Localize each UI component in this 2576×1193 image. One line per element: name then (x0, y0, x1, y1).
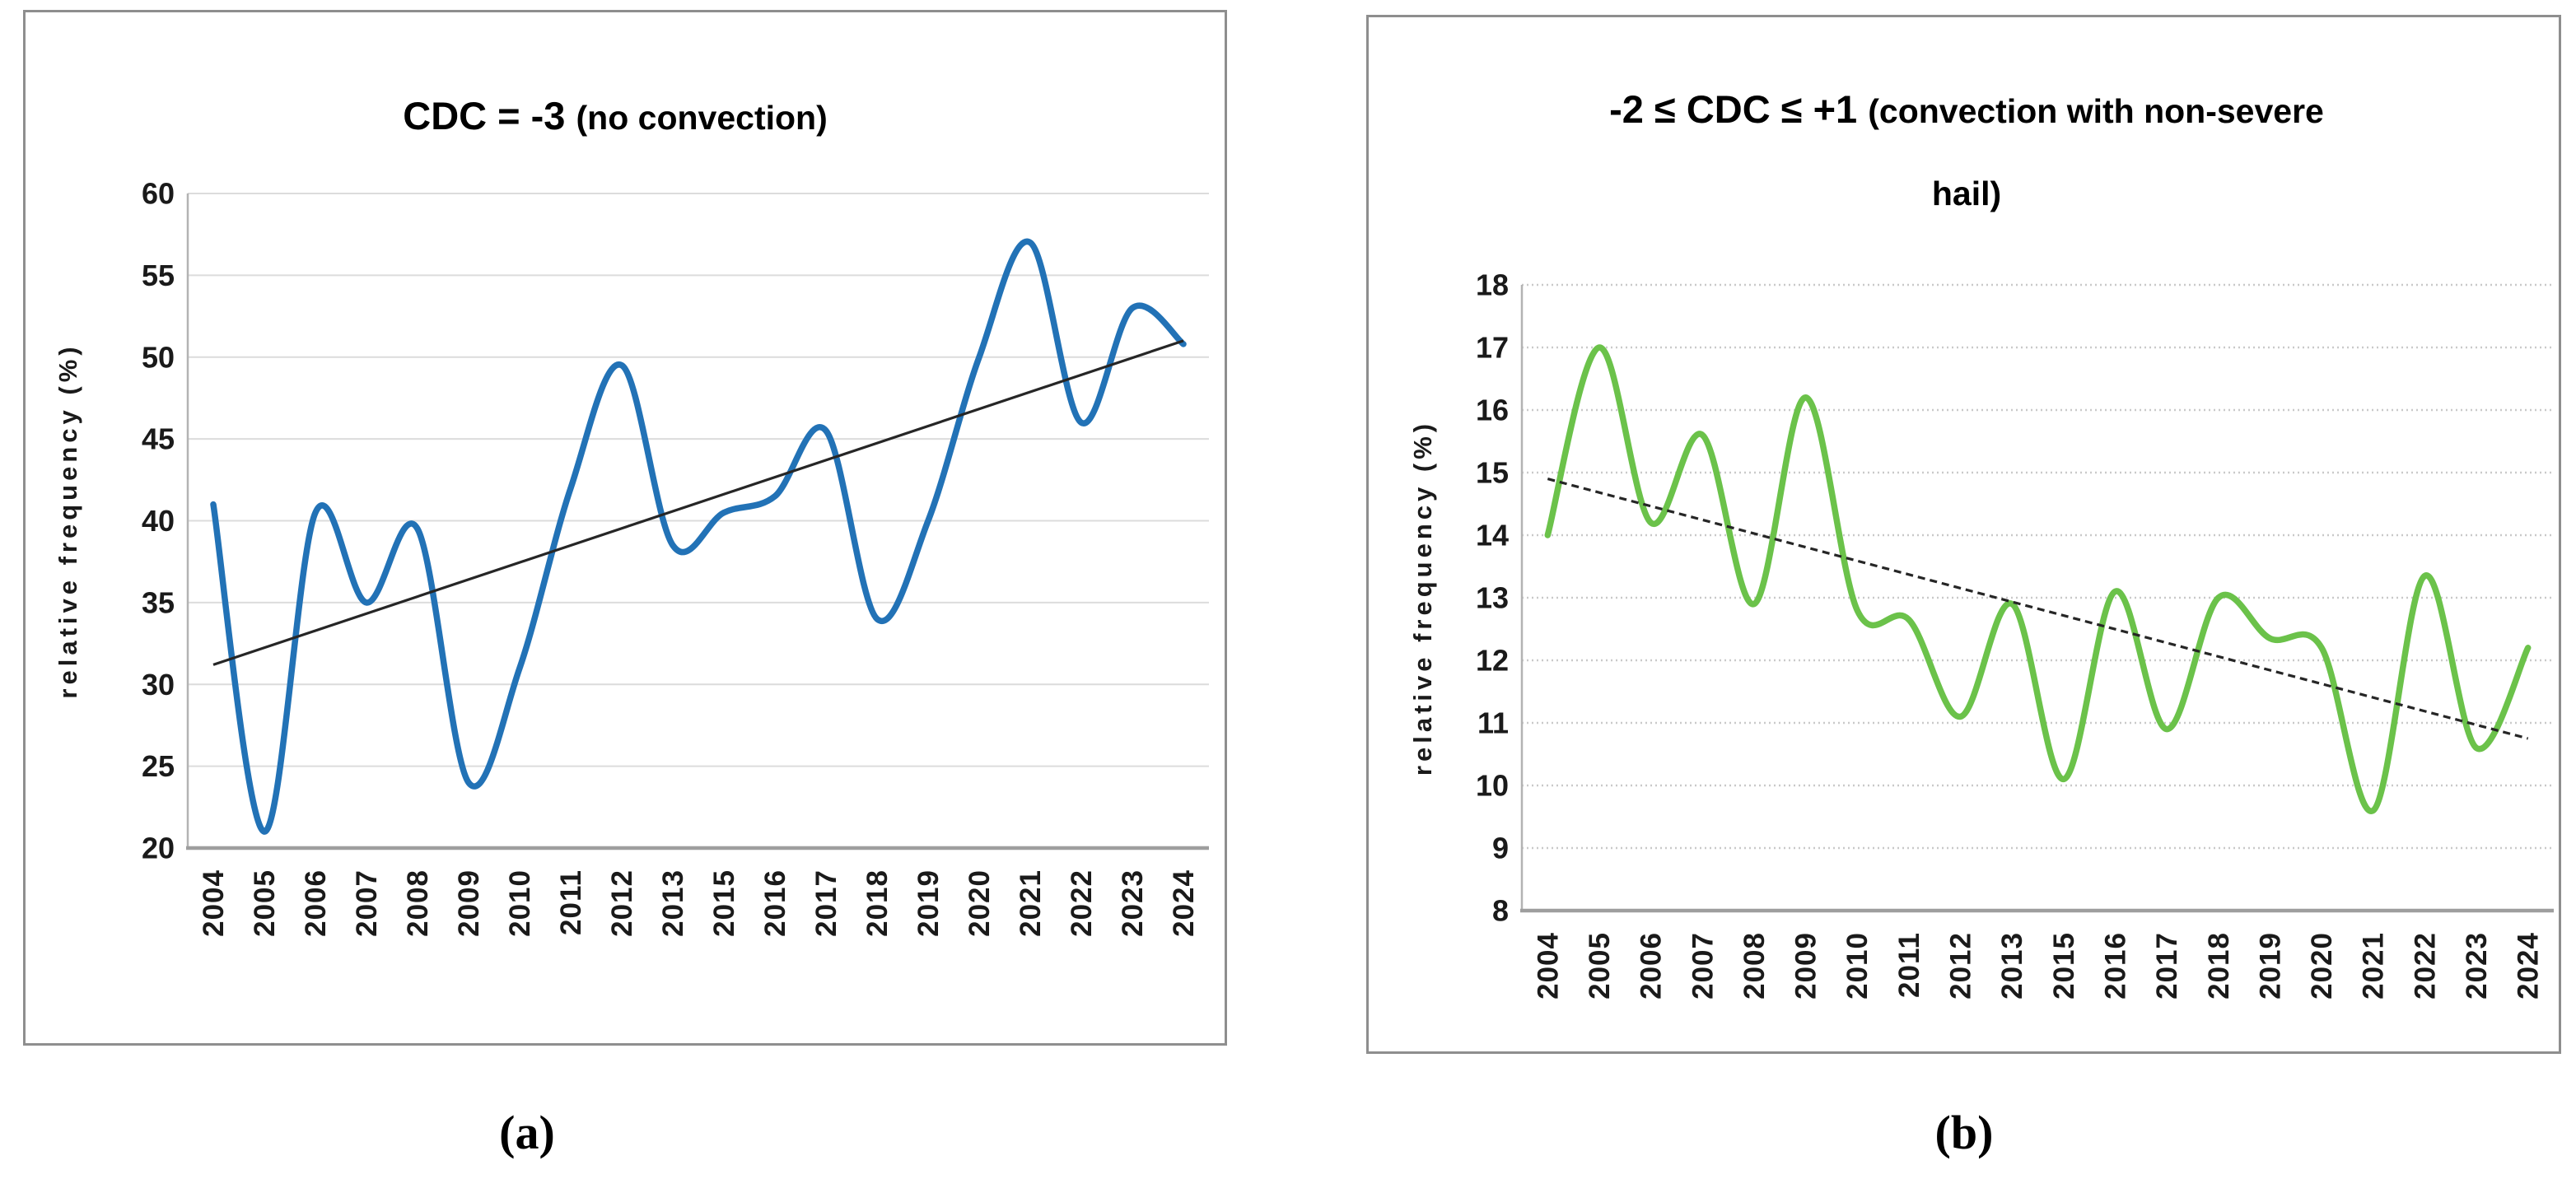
chart-title: CDC = -3 (no convection) (403, 94, 827, 137)
x-tick-label: 2023 (1117, 869, 1149, 937)
x-tick-label: 2019 (912, 869, 945, 937)
x-tick-label: 2011 (1893, 932, 1925, 998)
y-tick-label: 25 (142, 749, 175, 783)
y-tick-label: 50 (142, 340, 175, 374)
x-tick-label: 2009 (453, 869, 485, 937)
x-tick-label: 2011 (555, 869, 587, 935)
y-tick-label: 16 (1476, 394, 1509, 427)
line-chart-b: 8 9 10 11 12 13 14 15 16 17 18 2004 2005 2006 2007 2008… (1408, 87, 2554, 1000)
x-tick-label: 2009 (1790, 932, 1822, 1000)
x-tick-label: 2010 (1841, 932, 1874, 1000)
y-tick-label: 35 (142, 585, 175, 619)
y-tick-label: 10 (1476, 769, 1509, 803)
chart-panel-b: 8 9 10 11 12 13 14 15 16 17 18 2004 2005 2006 2007 2008… (1366, 15, 2561, 1054)
x-tick-label: 2007 (1687, 932, 1719, 1000)
y-tick-label: 30 (142, 668, 175, 701)
y-tick-label: 13 (1476, 581, 1509, 615)
caption-b: (b) (1934, 1106, 1994, 1159)
x-tick-label: 2024 (2513, 932, 2545, 1000)
x-tick-label: 2006 (1636, 932, 1668, 1000)
chart-title-line2: hail) (1932, 175, 2001, 212)
y-tick-label: 8 (1492, 894, 1509, 928)
trend-line (1547, 478, 2529, 740)
x-tick-label: 2016 (2099, 932, 2131, 1000)
x-tick-label: 2015 (2048, 932, 2080, 1000)
x-tick-label: 2022 (1066, 869, 1098, 937)
x-tick-label: 2018 (2203, 932, 2235, 1000)
x-tick-label: 2023 (2461, 932, 2493, 1000)
y-tick-label: 17 (1476, 331, 1509, 365)
x-tick-label: 2022 (2409, 932, 2441, 1000)
x-tick-label: 2004 (1532, 932, 1564, 1000)
y-axis-title: relative frequency (%) (1408, 420, 1437, 776)
series-line (210, 238, 1187, 835)
x-tick-label: 2024 (1168, 869, 1200, 937)
x-tick-label: 2012 (606, 869, 638, 937)
x-tick-label: 2006 (300, 869, 332, 937)
x-tick-label: 2010 (504, 869, 536, 937)
x-tick-label: 2017 (810, 869, 842, 937)
y-tick-label: 11 (1477, 706, 1509, 740)
series-line (1544, 344, 2532, 814)
x-tick-label: 2008 (402, 869, 434, 937)
x-tick-label: 2021 (2358, 932, 2390, 1000)
y-tick-label: 12 (1476, 644, 1509, 678)
x-tick-label: 2020 (2306, 932, 2338, 1000)
caption-a: (a) (499, 1106, 555, 1159)
y-tick-label: 60 (142, 177, 175, 211)
x-tick-label: 2016 (759, 869, 791, 937)
y-tick-label: 20 (142, 832, 175, 865)
y-tick-label: 18 (1476, 268, 1509, 302)
x-tick-label: 2007 (351, 869, 383, 937)
x-tick-label: 2005 (1584, 932, 1616, 1000)
x-tick-label: 2012 (1945, 932, 1977, 1000)
chart-title: -2 ≤ CDC ≤ +1 (convection with non-sever… (1609, 87, 2324, 131)
x-tick-label: 2015 (708, 869, 740, 937)
x-tick-label: 2005 (249, 869, 281, 937)
y-tick-label: 9 (1492, 832, 1509, 865)
x-tick-label: 2004 (198, 869, 230, 937)
y-tick-label: 45 (142, 422, 175, 456)
x-tick-label: 2021 (1015, 869, 1047, 937)
y-tick-label: 55 (142, 259, 175, 292)
chart-panel-a: 20 25 30 35 40 45 50 55 60 2004 2005 2006 2007 2008 20… (23, 10, 1227, 1046)
y-tick-label: 15 (1476, 456, 1509, 490)
x-tick-label: 2020 (964, 869, 996, 937)
trend-line (212, 339, 1184, 666)
x-tick-label: 2008 (1738, 932, 1771, 1000)
x-tick-label: 2017 (2151, 932, 2183, 1000)
x-tick-label: 2018 (861, 869, 894, 937)
y-tick-label: 40 (142, 504, 175, 538)
x-tick-label: 2013 (657, 869, 689, 937)
y-axis-title: relative frequency (%) (54, 343, 82, 698)
y-tick-label: 14 (1476, 519, 1509, 552)
line-chart-a: 20 25 30 35 40 45 50 55 60 2004 2005 2006 2007 2008 20… (54, 94, 1209, 937)
x-tick-label: 2019 (2254, 932, 2286, 1000)
x-tick-label: 2013 (1996, 932, 2028, 1000)
